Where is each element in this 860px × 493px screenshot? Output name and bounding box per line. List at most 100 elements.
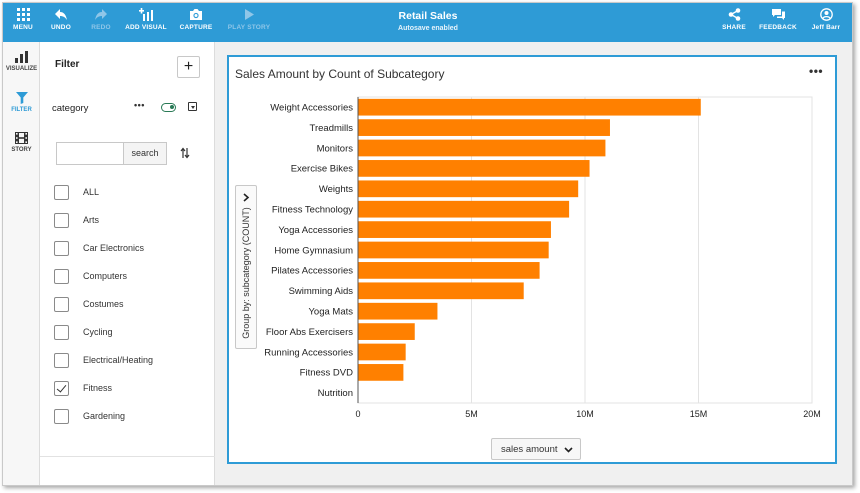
play-icon (245, 9, 254, 20)
bar[interactable] (358, 343, 406, 361)
share-label: SHARE (722, 24, 746, 31)
analysis-title-area: Retail Sales Autosave enabled (333, 10, 523, 32)
filter-item-checkbox[interactable] (54, 213, 69, 228)
filter-item-label: Cycling (83, 327, 113, 337)
chevron-down-icon (564, 447, 573, 453)
capture-button[interactable]: CAPTURE (179, 8, 213, 38)
user-menu-button[interactable]: Jeff Barr (809, 8, 843, 38)
category-label: Treadmills (310, 123, 354, 134)
group-by-label: Group by: subcategory (COUNT) (241, 207, 251, 339)
bar[interactable] (358, 241, 549, 259)
x-tick-label: 0 (355, 409, 360, 419)
bar[interactable] (358, 180, 579, 198)
filter-item[interactable]: Computers (54, 269, 204, 285)
filter-panel: Filter + category ••• search ALL Arts Ca… (40, 42, 215, 485)
filter-item-label: Gardening (83, 411, 126, 421)
filter-collapse-icon[interactable] (188, 102, 197, 111)
filter-item[interactable]: Gardening (54, 409, 204, 425)
bar[interactable] (358, 364, 404, 381)
chevron-right-icon[interactable] (242, 193, 250, 202)
filter-item-checkbox[interactable] (54, 297, 69, 312)
feedback-label: FEEDBACK (759, 24, 797, 31)
x-axis-field-dropdown[interactable]: sales amount (491, 438, 581, 460)
filter-field-name[interactable]: category (52, 103, 89, 114)
menu-label: MENU (13, 24, 33, 31)
nav-filter[interactable]: FILTER (3, 92, 40, 113)
left-navigation: VISUALIZE FILTER STORY (3, 42, 40, 485)
filter-item-label: Costumes (83, 299, 124, 309)
filter-item[interactable]: Electrical/Heating (54, 353, 204, 369)
film-strip-icon (15, 132, 28, 144)
x-tick-label: 5M (465, 409, 478, 419)
visual-menu-button[interactable]: ••• (809, 64, 824, 78)
filter-item-checkbox[interactable] (54, 409, 69, 424)
visual-card[interactable]: Sales Amount by Count of Subcategory •••… (227, 55, 837, 464)
category-label: Yoga Accessories (278, 225, 353, 236)
add-visual-button[interactable]: ADD VISUAL (125, 8, 167, 38)
x-tick-label: 15M (690, 409, 708, 419)
nav-story-label: STORY (11, 147, 32, 153)
category-label: Nutrition (318, 388, 353, 399)
x-tick-label: 20M (803, 409, 821, 419)
user-icon (819, 8, 833, 21)
group-by-field-well[interactable]: Group by: subcategory (COUNT) (235, 185, 257, 349)
feedback-button[interactable]: FEEDBACK (757, 8, 799, 38)
filter-search-input[interactable] (56, 142, 123, 165)
filter-item-checkbox[interactable] (54, 381, 69, 396)
top-toolbar: MENU UNDO REDO ADD VISUAL (3, 3, 852, 42)
filter-item[interactable]: Costumes (54, 297, 204, 313)
x-axis-field-label: sales amount (501, 444, 558, 455)
menu-button[interactable]: MENU (7, 8, 39, 38)
bar[interactable] (358, 221, 551, 238)
filter-item[interactable]: Arts (54, 213, 204, 229)
filter-item[interactable]: ALL (54, 185, 204, 201)
category-label: Fitness DVD (300, 368, 353, 379)
filter-search-button[interactable]: search (123, 142, 167, 165)
filter-item-checkbox[interactable] (54, 241, 69, 256)
nav-visualize[interactable]: VISUALIZE (3, 51, 40, 72)
category-label: Exercise Bikes (291, 164, 354, 175)
filter-more-options-button[interactable]: ••• (134, 100, 145, 110)
filter-item[interactable]: Fitness (54, 381, 204, 397)
bar[interactable] (358, 139, 606, 157)
bar[interactable] (358, 323, 415, 340)
autosave-status: Autosave enabled (398, 25, 458, 32)
play-story-button[interactable]: PLAY STORY (227, 8, 271, 38)
visual-title[interactable]: Sales Amount by Count of Subcategory (235, 67, 445, 81)
filter-panel-divider (40, 456, 215, 457)
bar-chart: 0 5M 10M 15M 20M Weight Accessories Treadmills… (264, 96, 821, 419)
nav-filter-label: FILTER (11, 107, 32, 113)
category-label: Monitors (317, 143, 354, 154)
filter-item-label: Fitness (83, 383, 113, 393)
filter-item[interactable]: Cycling (54, 325, 204, 341)
bar[interactable] (358, 200, 570, 218)
filter-item-label: ALL (83, 187, 100, 197)
nav-story[interactable]: STORY (3, 132, 40, 153)
add-visual-label: ADD VISUAL (125, 24, 167, 31)
category-label: Weights (319, 184, 353, 195)
filter-item-checkbox[interactable] (54, 269, 69, 284)
undo-button[interactable]: UNDO (47, 8, 75, 38)
filter-item-checkbox[interactable] (54, 185, 69, 200)
bar[interactable] (358, 119, 610, 136)
share-button[interactable]: SHARE (720, 8, 748, 38)
bar[interactable] (358, 282, 524, 300)
filter-item-checkbox[interactable] (54, 353, 69, 368)
bar[interactable] (358, 160, 590, 177)
grid-menu-icon (16, 8, 30, 21)
analysis-title[interactable]: Retail Sales (398, 10, 458, 22)
bar[interactable] (358, 302, 438, 320)
filter-enable-toggle[interactable] (161, 103, 176, 112)
bar[interactable] (358, 98, 701, 116)
filter-item-label: Car Electronics (83, 243, 145, 253)
filter-item[interactable]: Car Electronics (54, 241, 204, 257)
sort-arrows-icon[interactable] (180, 147, 190, 159)
filter-item-checkbox[interactable] (54, 325, 69, 340)
redo-button[interactable]: REDO (87, 8, 115, 38)
bar[interactable] (358, 262, 540, 279)
category-label: Fitness Technology (272, 205, 353, 216)
category-label: Home Gymnasium (274, 245, 353, 256)
add-filter-button[interactable]: + (177, 56, 200, 78)
bar-chart-icon (15, 51, 28, 63)
redo-icon (95, 9, 107, 20)
